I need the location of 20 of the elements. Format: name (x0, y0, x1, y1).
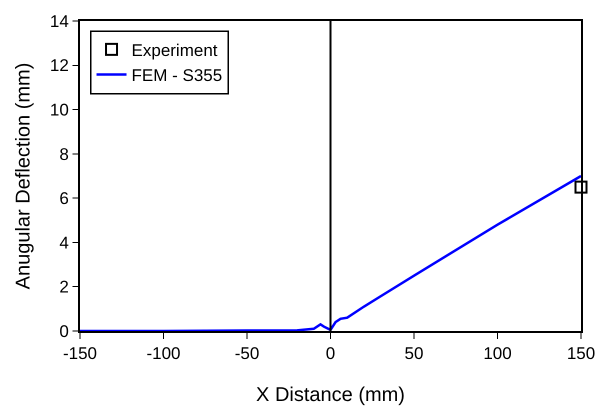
y-tick-label: 8 (59, 144, 69, 164)
y-tick-label: 2 (59, 278, 69, 297)
x-axis-title: X Distance (mm) (256, 384, 405, 406)
x-tick-label: 100 (483, 344, 512, 364)
x-tick-label: 50 (404, 344, 424, 364)
x-tick-label: -150 (62, 344, 98, 364)
y-tick-label: 6 (59, 189, 69, 208)
x-tick-label: -100 (146, 344, 181, 364)
y-tick-label: 0 (59, 322, 69, 341)
x-tick-label: 0 (326, 344, 336, 364)
y-tick-label: 4 (59, 233, 69, 252)
line-series (80, 174, 581, 331)
legend-label: Experiment (132, 40, 218, 60)
y-axis-title: Anugular Deflection (mm) (12, 62, 34, 290)
y-tick-label: 14 (50, 12, 69, 31)
legend-label: FEM - S355 (132, 66, 222, 86)
y-tick-label: 10 (50, 100, 69, 120)
x-tick-label: 150 (566, 344, 596, 364)
y-tick-label: 12 (50, 56, 69, 76)
x-tick-label: -50 (234, 344, 260, 364)
